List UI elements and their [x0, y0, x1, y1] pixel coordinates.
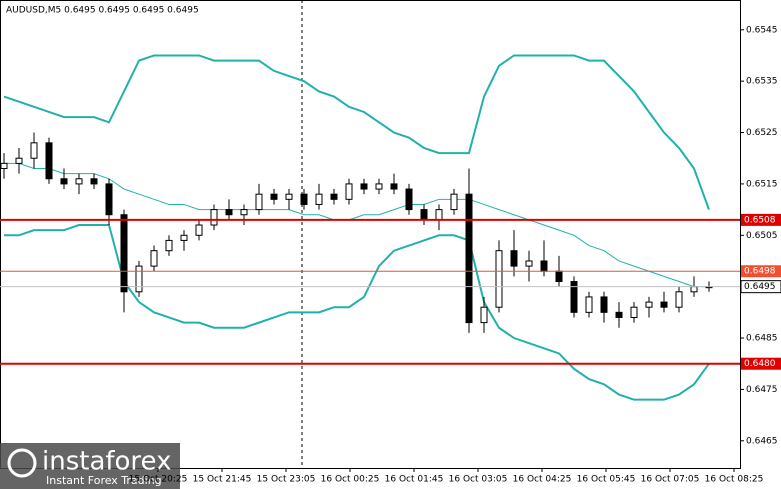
- y-tick-label: 0.6485: [746, 334, 778, 344]
- candle-body: [90, 178, 98, 185]
- x-tick-label: 16 Oct 01:45: [385, 475, 444, 485]
- candle-body: [165, 239, 173, 252]
- candle-body: [30, 142, 38, 159]
- candle-body: [195, 224, 203, 236]
- x-tick-label: 16 Oct 00:25: [321, 475, 380, 485]
- level-label-box: [740, 280, 781, 294]
- candle-body: [600, 296, 608, 313]
- level-label: 0.6480: [744, 359, 776, 369]
- y-tick-label: 0.6535: [746, 77, 778, 87]
- candle-body: [675, 291, 683, 308]
- watermark: instaforex Instant Forex Trading: [0, 443, 180, 489]
- candle-body: [45, 142, 53, 180]
- candle-body: [405, 188, 413, 211]
- candle-body: [660, 301, 668, 308]
- level-label-box: [741, 213, 781, 226]
- candle-body: [525, 260, 533, 267]
- level-label: 0.6498: [744, 267, 776, 277]
- candle-body: [75, 178, 83, 185]
- level-label-box: [741, 357, 781, 370]
- candle-body: [0, 162, 8, 170]
- candle-body: [645, 301, 653, 308]
- candle-body: [210, 209, 218, 226]
- candle-body: [60, 178, 68, 185]
- y-tick-label: 0.6505: [746, 231, 778, 241]
- x-tick-label: 16 Oct 05:45: [577, 475, 636, 485]
- candle-body: [330, 193, 338, 200]
- y-tick-label: 0.6475: [746, 385, 778, 395]
- candle-body: [450, 193, 458, 211]
- slogan: Instant Forex Trading: [46, 474, 162, 487]
- marks: [0, 54, 740, 401]
- x-tick-label: 16 Oct 03:05: [449, 475, 508, 485]
- candle-body: [180, 234, 188, 241]
- candle-body: [420, 209, 428, 221]
- candle-body: [345, 183, 353, 200]
- band-middle: [4, 162, 709, 288]
- x-tick-label: 16 Oct 04:25: [513, 475, 572, 485]
- candle-body: [375, 183, 383, 190]
- candle-body: [105, 183, 113, 216]
- x-tick-label: 15 Oct 23:05: [257, 475, 316, 485]
- chart-title: AUDUSD,M5 0.6495 0.6495 0.6495 0.6495: [6, 6, 199, 16]
- y-tick-label: 0.6515: [746, 179, 778, 189]
- candle-body: [690, 286, 698, 293]
- band-upper: [3, 54, 710, 210]
- level-label: 0.6508: [744, 215, 776, 225]
- x-tick-label: 16 Oct 08:25: [705, 475, 764, 485]
- candle-body: [255, 193, 263, 211]
- candle-body: [120, 214, 128, 293]
- y-tick-label: 0.6545: [746, 25, 778, 35]
- candle-body: [615, 311, 623, 318]
- brand: instaforex: [42, 447, 171, 477]
- x-tick-label: 15 Oct 20:25: [129, 475, 188, 485]
- y-tick-label: 0.6525: [746, 128, 778, 138]
- candle-body: [570, 281, 578, 313]
- candle-body: [285, 193, 293, 200]
- candle-body: [240, 209, 248, 216]
- level-label: 0.6495: [744, 282, 776, 292]
- level-label-box: [741, 265, 781, 278]
- candle-body: [135, 265, 143, 293]
- candle-body: [510, 250, 518, 267]
- candle-body: [435, 209, 443, 221]
- candle-body: [360, 183, 368, 190]
- x-tick-label: 15 Oct 21:45: [193, 475, 252, 485]
- candle-body: [150, 250, 158, 267]
- candle-body: [15, 157, 23, 164]
- candle-body: [390, 183, 398, 190]
- candle-body: [480, 306, 488, 324]
- y-tick-label: 0.6465: [746, 436, 778, 446]
- candle-body: [465, 193, 473, 324]
- x-tick-label: 16 Oct 07:05: [641, 475, 700, 485]
- candle-body: [630, 306, 638, 318]
- logo-icon: [7, 448, 37, 478]
- candle-body: [555, 270, 563, 283]
- candle-body: [225, 209, 233, 216]
- candle-body: [270, 193, 278, 200]
- candle-body: [300, 193, 308, 205]
- candle-body: [585, 296, 593, 313]
- candle-body: [540, 260, 548, 272]
- candle-body: [315, 193, 323, 205]
- watermark-box: [0, 443, 180, 489]
- candle-body: [495, 250, 503, 308]
